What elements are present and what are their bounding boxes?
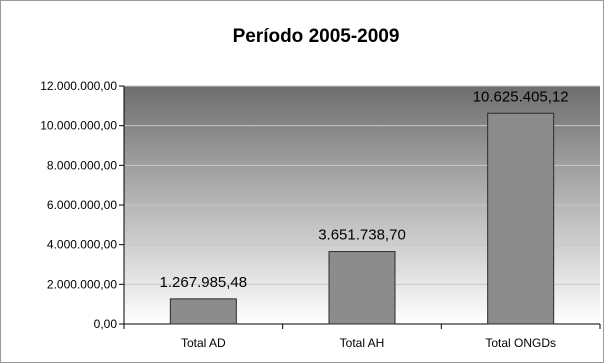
- y-tick-label: 8.000.000,00: [47, 158, 117, 172]
- data-label: 10.625.405,12: [473, 88, 569, 105]
- labels: 0,00 2.000.000,00 4.000.000,00 6.000.000,00…: [40, 79, 568, 350]
- y-tick-label: 4.000.000,00: [47, 238, 117, 252]
- y-tick-label: 10.000.000,00: [40, 119, 117, 133]
- y-tick-label: 6.000.000,00: [47, 198, 117, 212]
- data-label: 3.651.738,70: [318, 227, 406, 244]
- chart-title: Período 2005-2009: [233, 26, 400, 47]
- y-tick-label: 0,00: [94, 317, 118, 331]
- data-label: 1.267.985,48: [160, 274, 248, 291]
- y-tick-label: 2.000.000,00: [47, 277, 117, 291]
- bar: [328, 251, 396, 325]
- x-category-label: Total AD: [181, 336, 226, 350]
- x-category-label: Total ONGDs: [485, 336, 556, 350]
- bar: [487, 112, 555, 325]
- bars: [169, 112, 555, 325]
- y-tick-label: 12.000.000,00: [40, 79, 117, 93]
- x-category-label: Total AH: [340, 336, 385, 350]
- bar: [169, 298, 237, 325]
